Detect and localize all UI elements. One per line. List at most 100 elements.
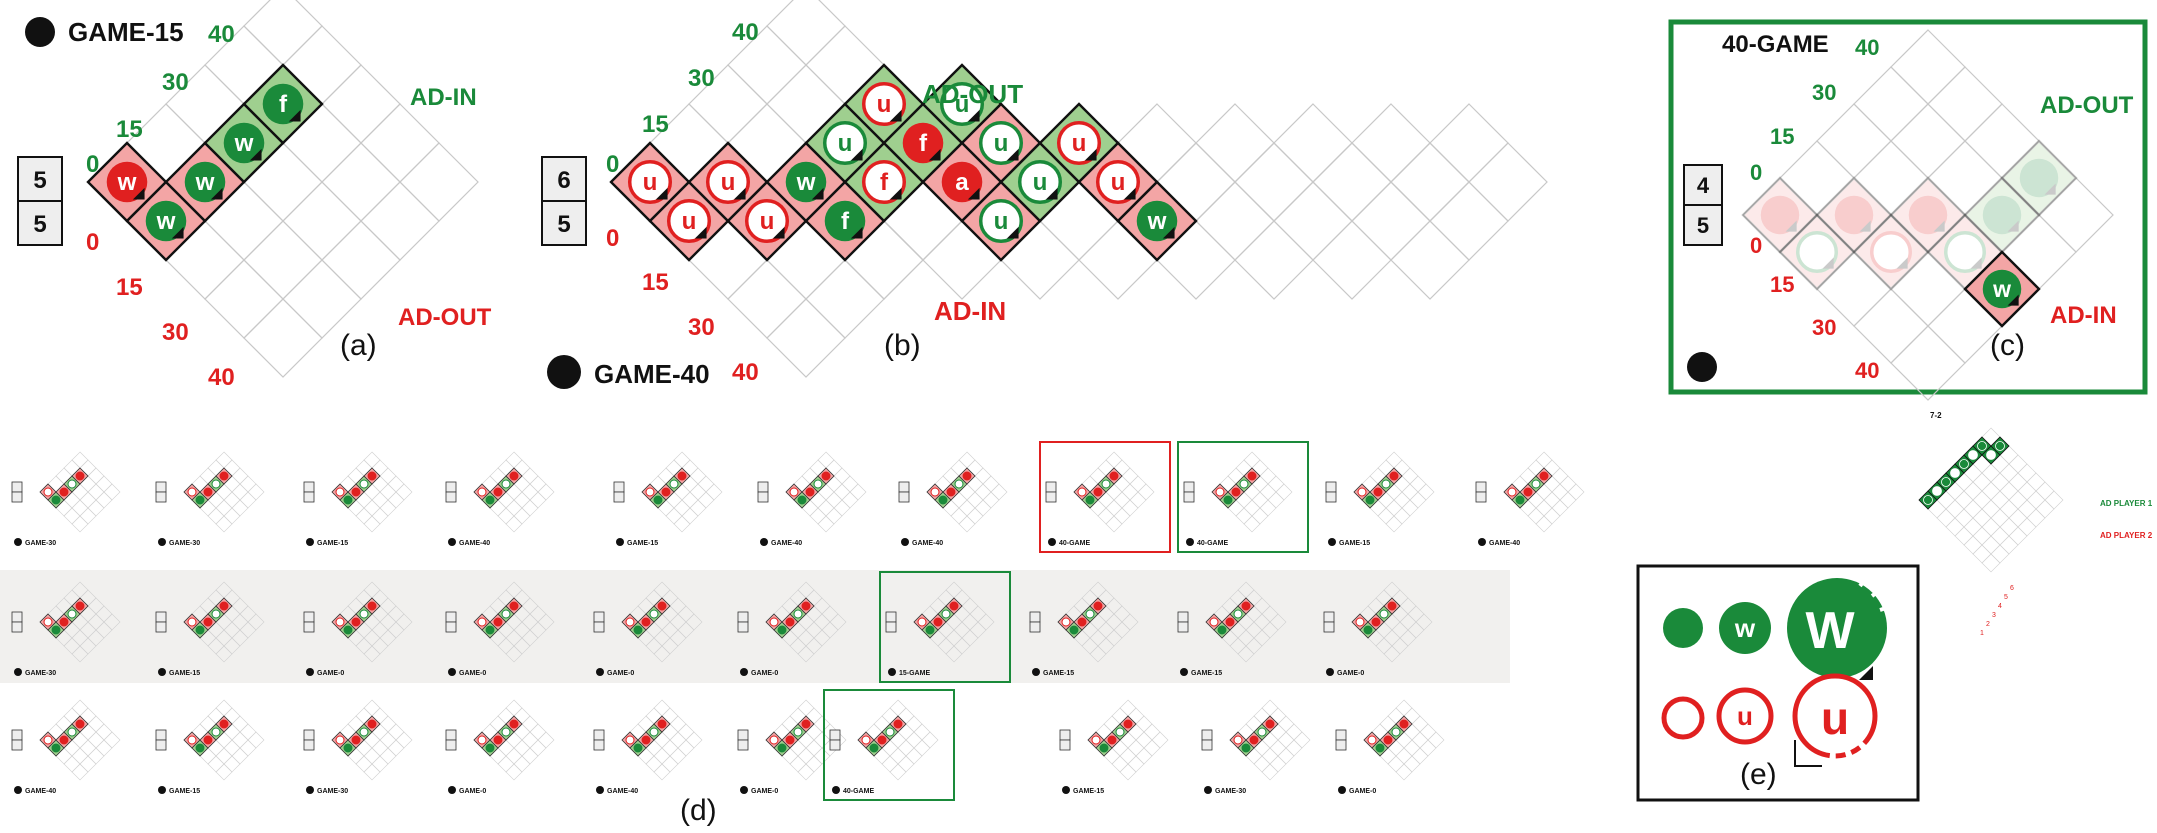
thumb-grid-cell xyxy=(1127,755,1145,773)
overview-grid-cell xyxy=(2026,508,2046,528)
thumb-grid-cell xyxy=(1395,747,1413,765)
ring-icon xyxy=(1944,231,1986,273)
thumb-grid-cell xyxy=(87,499,105,517)
thumb-dot-icon xyxy=(1365,495,1375,505)
thumb-grid-cell xyxy=(990,483,1008,501)
grid-cell xyxy=(1429,181,1509,261)
thumb-dot-icon xyxy=(509,471,519,481)
thumb-grid-cell xyxy=(215,499,233,517)
thumb-grid-cell xyxy=(387,723,405,741)
grid-cell xyxy=(727,259,807,339)
thumb-grid-cell xyxy=(1121,467,1139,485)
thumbnail: GAME-15 xyxy=(1177,581,1287,677)
thumb-dot-icon xyxy=(785,735,795,745)
thumb-grid-cell xyxy=(881,755,899,773)
thumb-grid-cell xyxy=(223,507,241,525)
thumb-grid-cell xyxy=(1401,499,1419,517)
overview-grid-cell xyxy=(1990,526,2010,546)
thumb-grid-cell xyxy=(1119,699,1137,717)
thumb-score-box xyxy=(613,491,625,503)
thumb-dot-icon xyxy=(1257,727,1267,737)
grid-cell xyxy=(1890,29,1966,105)
grid-cell xyxy=(1429,103,1509,183)
thumb-grid-cell xyxy=(789,755,807,773)
thumb-dot-icon xyxy=(335,735,345,745)
thumb-dot-icon xyxy=(1093,487,1103,497)
thumb-dot-icon xyxy=(1217,625,1227,635)
thumb-grid-cell xyxy=(653,699,671,717)
thumb-score-box xyxy=(303,729,315,741)
thumb-dot-icon xyxy=(501,727,511,737)
overview-grid-cell xyxy=(1999,535,2019,555)
thumb-dot-icon xyxy=(509,719,519,729)
thumbnail: GAME-40 xyxy=(445,451,555,547)
thumb-serve-dot-icon xyxy=(1326,668,1334,676)
thumb-grid-cell xyxy=(231,715,249,733)
thumb-dot-icon xyxy=(1371,617,1381,627)
thumb-dot-icon xyxy=(195,625,205,635)
thumb-grid-cell xyxy=(239,475,257,493)
serve-corner-icon xyxy=(1896,257,1908,269)
thumb-score-box xyxy=(1029,611,1041,623)
thumb-grid-cell xyxy=(529,475,547,493)
grid-cell xyxy=(1390,142,1470,222)
green-dot-icon xyxy=(1663,608,1703,648)
thumb-dot-icon xyxy=(367,601,377,611)
dot-icon xyxy=(1982,195,2022,235)
grid-cell xyxy=(1312,142,1392,222)
thumb-dot-icon xyxy=(633,625,643,635)
panel-d-thumbnails: GAME-30 GAME-30 GAME-15 GAME-40 GAME-15 GAME-… xyxy=(11,441,1585,801)
thumb-score-box xyxy=(1323,621,1335,633)
serve-corner-icon xyxy=(889,109,902,122)
thumb-dot-icon xyxy=(477,487,487,497)
thumb-grid-cell xyxy=(1251,507,1269,525)
thumb-dot-icon xyxy=(677,471,687,481)
thumbnail: GAME-0 xyxy=(1323,581,1433,677)
thumb-grid-cell xyxy=(71,451,89,469)
thumb-grid-cell xyxy=(239,739,257,757)
thumb-grid-cell xyxy=(207,507,225,525)
ring-icon xyxy=(1017,159,1063,205)
ring-icon xyxy=(1796,231,1838,273)
thumb-grid-cell xyxy=(1535,499,1553,517)
thumb-grid-cell xyxy=(1551,499,1569,517)
thumb-grid-cell xyxy=(797,763,815,781)
overview-grid-cell xyxy=(1954,508,1974,528)
grid-cell xyxy=(1195,181,1275,261)
point-cell xyxy=(1741,176,1819,254)
thumb-grid-cell xyxy=(505,515,523,533)
green-w-large-icon xyxy=(1787,578,1887,678)
thumb-dot-icon xyxy=(1107,735,1117,745)
thumb-dot-icon xyxy=(1077,487,1087,497)
grid-cell xyxy=(1853,288,1929,364)
thumb-dot-icon xyxy=(653,495,663,505)
thumb-dot-icon xyxy=(75,471,85,481)
thumb-grid-cell xyxy=(669,715,687,733)
thumb-grid-cell xyxy=(215,699,233,717)
thumb-dot-icon xyxy=(1077,617,1087,627)
thumb-grid-cell xyxy=(958,515,976,533)
thumb-grid-cell xyxy=(379,467,397,485)
grid-cell xyxy=(1890,325,1966,401)
thumb-score-box xyxy=(11,491,23,503)
thumb-score-box xyxy=(155,481,167,493)
thumb-game-label: GAME-30 xyxy=(25,540,56,547)
thumb-dot-icon xyxy=(954,479,964,489)
grid-cell xyxy=(360,103,440,183)
thumb-score-box xyxy=(1183,481,1195,493)
thumb-dot-icon xyxy=(1523,487,1533,497)
thumb-dot-icon xyxy=(669,479,679,489)
thumb-grid-cell xyxy=(689,467,707,485)
point-letter: u xyxy=(994,208,1009,235)
point-letter: u xyxy=(955,91,970,118)
serve-corner-icon xyxy=(1785,220,1797,232)
thumb-dot-icon xyxy=(777,625,787,635)
thumb-score-box xyxy=(593,729,605,741)
legend-w-small: w xyxy=(1734,613,1756,643)
thumb-grid-cell xyxy=(966,507,984,525)
thumb-grid-cell xyxy=(371,507,389,525)
thumb-grid-cell xyxy=(505,699,523,717)
thumb-dot-icon xyxy=(1123,719,1133,729)
thumb-grid-cell xyxy=(1267,475,1285,493)
